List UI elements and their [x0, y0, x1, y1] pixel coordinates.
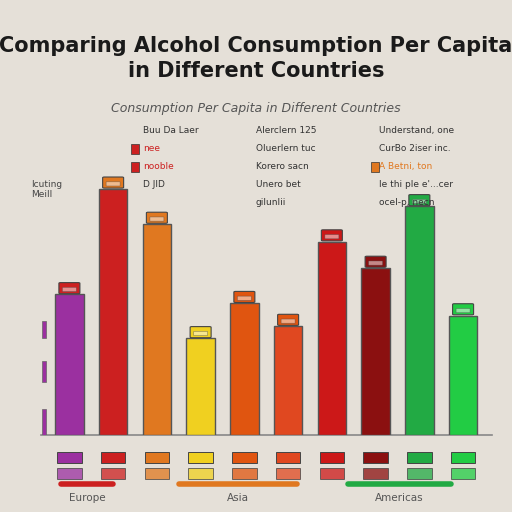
Text: nooble: nooble [143, 162, 174, 171]
Bar [188, 468, 213, 479]
Text: le thi ple e'...cer: le thi ple e'...cer [379, 180, 453, 189]
FancyBboxPatch shape [278, 314, 298, 326]
FancyBboxPatch shape [102, 177, 123, 188]
Bar [451, 468, 475, 479]
FancyBboxPatch shape [369, 261, 382, 265]
FancyBboxPatch shape [190, 327, 211, 338]
Bar [319, 468, 344, 479]
Bar [407, 452, 432, 463]
FancyBboxPatch shape [453, 304, 474, 315]
FancyBboxPatch shape [412, 199, 426, 204]
Bar [144, 452, 169, 463]
Text: CurBo 2iser inc.: CurBo 2iser inc. [379, 144, 451, 153]
Bar [276, 468, 301, 479]
Text: Europe: Europe [69, 493, 105, 503]
Text: Understand, one: Understand, one [379, 126, 454, 135]
Bar [276, 452, 301, 463]
Bar [230, 303, 259, 435]
FancyBboxPatch shape [325, 234, 339, 239]
Bar [55, 294, 83, 435]
Bar [57, 468, 81, 479]
FancyBboxPatch shape [281, 319, 295, 323]
Bar [232, 452, 257, 463]
FancyBboxPatch shape [238, 296, 251, 301]
Bar [449, 315, 477, 435]
Bar [57, 452, 81, 463]
Bar [274, 326, 302, 435]
Bar [42, 361, 46, 382]
Text: Comparing Alcohol Consumption Per Capita
in Different Countries: Comparing Alcohol Consumption Per Capita… [0, 36, 512, 80]
FancyBboxPatch shape [146, 212, 167, 223]
Bar [143, 224, 171, 435]
Text: Americas: Americas [375, 493, 423, 503]
FancyBboxPatch shape [234, 291, 255, 303]
FancyBboxPatch shape [150, 217, 164, 221]
Bar [144, 468, 169, 479]
Text: Consumption Per Capita in Different Countries: Consumption Per Capita in Different Coun… [111, 102, 401, 115]
FancyBboxPatch shape [409, 195, 430, 206]
Text: A Betni, ton: A Betni, ton [379, 162, 432, 171]
Bar [101, 452, 125, 463]
Text: lcuting
Meill: lcuting Meill [31, 180, 62, 199]
FancyBboxPatch shape [62, 287, 76, 292]
Bar [99, 189, 127, 435]
Bar [361, 268, 390, 435]
Text: D JID: D JID [143, 180, 165, 189]
FancyBboxPatch shape [106, 182, 120, 186]
FancyBboxPatch shape [322, 230, 343, 241]
Bar [364, 468, 388, 479]
Bar [405, 206, 434, 435]
Bar [407, 468, 432, 479]
Bar [42, 321, 46, 338]
Text: Korero sacn: Korero sacn [256, 162, 309, 171]
Bar [232, 468, 257, 479]
Text: nee: nee [143, 144, 160, 153]
Text: Alerclern 125: Alerclern 125 [256, 126, 316, 135]
Bar [317, 242, 346, 435]
Text: ocel-p, necn: ocel-p, necn [379, 198, 434, 207]
FancyBboxPatch shape [365, 256, 386, 267]
Text: gilunlii: gilunlii [256, 198, 286, 207]
FancyBboxPatch shape [59, 283, 80, 294]
FancyBboxPatch shape [456, 308, 470, 313]
Text: Oluerlern tuc: Oluerlern tuc [256, 144, 315, 153]
Bar [42, 409, 46, 435]
Bar [188, 452, 213, 463]
Text: Unero bet: Unero bet [256, 180, 301, 189]
Text: Asia: Asia [227, 493, 249, 503]
Bar [364, 452, 388, 463]
FancyBboxPatch shape [194, 331, 208, 335]
Bar [319, 452, 344, 463]
Bar [451, 452, 475, 463]
Text: Buu Da Laer: Buu Da Laer [143, 126, 199, 135]
Bar [101, 468, 125, 479]
Bar [186, 338, 215, 435]
